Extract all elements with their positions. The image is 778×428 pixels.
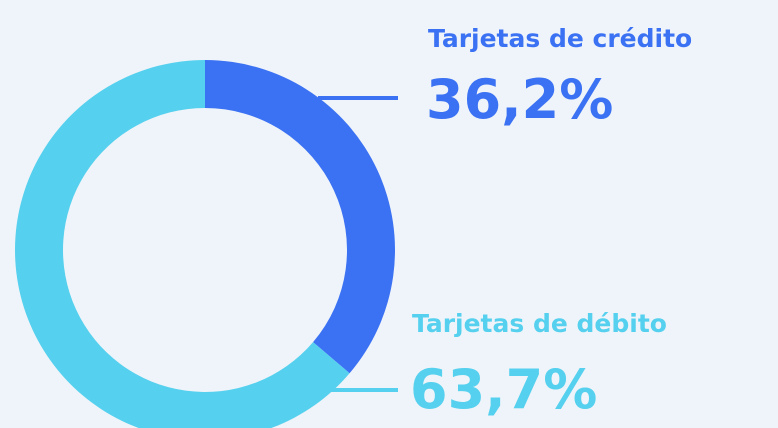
value-label: 63,7%: [410, 358, 597, 421]
value-label: 36,2%: [426, 68, 613, 131]
donut-slice: [15, 60, 350, 428]
category-label: Tarjetas de crédito: [428, 24, 692, 53]
category-label: Tarjetas de débito: [412, 309, 667, 338]
donut-slice: [205, 60, 396, 374]
